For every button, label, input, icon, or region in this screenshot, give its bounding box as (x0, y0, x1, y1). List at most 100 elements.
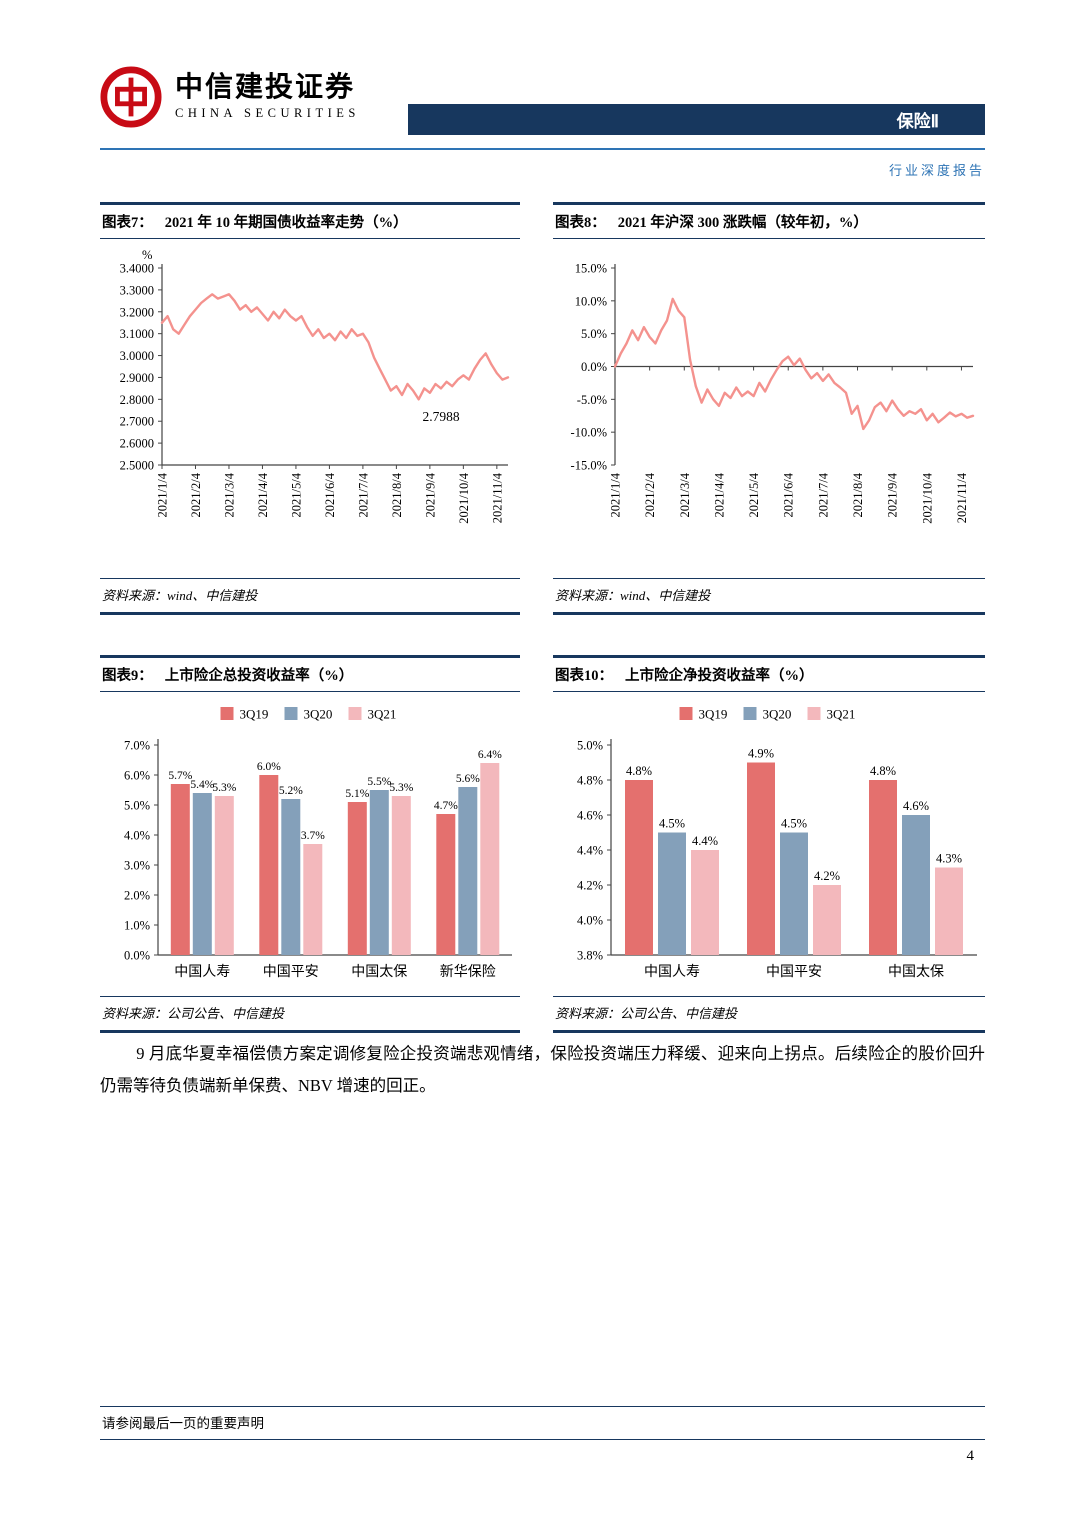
svg-text:3.7%: 3.7% (301, 830, 325, 842)
company-logo-icon (100, 66, 162, 128)
svg-text:7.0%: 7.0% (124, 739, 150, 753)
figure-10-source: 资料来源：公司公告、中信建投 (553, 996, 985, 1033)
svg-text:2021/11/4: 2021/11/4 (955, 472, 969, 523)
svg-text:3Q19: 3Q19 (240, 707, 269, 722)
svg-text:4.9%: 4.9% (748, 747, 774, 761)
svg-text:4.4%: 4.4% (577, 844, 603, 858)
svg-text:10.0%: 10.0% (575, 294, 607, 308)
svg-text:2.6000: 2.6000 (120, 437, 154, 451)
svg-text:5.7%: 5.7% (168, 770, 192, 782)
svg-text:2021/8/4: 2021/8/4 (851, 472, 865, 517)
page-header: 中信建投证券 CHINA SECURITIES 保险Ⅱ (100, 60, 985, 142)
svg-text:2.7000: 2.7000 (120, 415, 154, 429)
svg-text:中国人寿: 中国人寿 (174, 963, 230, 980)
svg-text:2.7988: 2.7988 (422, 409, 459, 424)
svg-text:2021/10/4: 2021/10/4 (920, 472, 934, 523)
category-label: 保险Ⅱ (896, 112, 939, 131)
svg-text:4.0%: 4.0% (124, 829, 150, 843)
svg-text:0.0%: 0.0% (124, 949, 150, 963)
figure-7-source: 资料来源：wind、中信建投 (100, 578, 520, 615)
net-investment-yield-bar-chart: 3Q19 3Q20 3Q21 3.8% 4.0% 4.2% 4.4% 4.6% 4.8% 5.0%… (553, 692, 985, 996)
svg-text:5.2%: 5.2% (279, 785, 303, 797)
figure-7-label: 图表7： (102, 215, 153, 231)
svg-text:5.1%: 5.1% (345, 788, 369, 800)
svg-text:1.0%: 1.0% (124, 919, 150, 933)
figure-9-caption: 上市险企总投资收益率（%） (164, 668, 354, 684)
svg-text:4.3%: 4.3% (936, 852, 962, 866)
hs300-change-line-chart: 15.0% 10.0% 5.0% 0.0% -5.0% -10.0% -15.0% 2021/… (553, 239, 985, 578)
svg-text:-5.0%: -5.0% (577, 393, 607, 407)
bond-yield-line-chart: % 3.4000 3.3000 3.2000 3.1000 3.0000 2.9000 2.8… (100, 239, 520, 578)
svg-text:5.0%: 5.0% (124, 799, 150, 813)
figure-7-caption: 2021 年 10 年期国债收益率走势（%） (164, 215, 408, 231)
svg-text:4.8%: 4.8% (577, 774, 603, 788)
svg-text:2021/11/4: 2021/11/4 (490, 472, 504, 523)
svg-text:4.8%: 4.8% (626, 764, 652, 778)
figure-8-caption: 2021 年沪深 300 涨跌幅（较年初，%） (617, 215, 868, 231)
page-number: 4 (966, 1448, 975, 1464)
figure-8-label: 图表8： (555, 215, 606, 231)
svg-text:2021/5/4: 2021/5/4 (289, 472, 303, 517)
svg-text:2021/3/4: 2021/3/4 (222, 472, 236, 517)
footer-disclaimer-band: 请参阅最后一页的重要声明 (100, 1406, 985, 1440)
svg-text:2.0%: 2.0% (124, 889, 150, 903)
svg-text:2021/9/4: 2021/9/4 (886, 472, 900, 517)
svg-text:4.5%: 4.5% (781, 817, 807, 831)
svg-text:新华保险: 新华保险 (440, 964, 496, 980)
svg-text:2021/7/4: 2021/7/4 (356, 472, 370, 517)
svg-text:2021/3/4: 2021/3/4 (678, 472, 692, 517)
svg-text:2021/5/4: 2021/5/4 (747, 472, 761, 517)
company-logo: 中信建投证券 CHINA SECURITIES (100, 66, 360, 128)
svg-text:3.0000: 3.0000 (120, 349, 154, 363)
svg-text:4.2%: 4.2% (577, 879, 603, 893)
figure-7-title: 图表7： 2021 年 10 年期国债收益率走势（%） (100, 202, 520, 239)
charts-grid: 图表7： 2021 年 10 年期国债收益率走势（%） % 3.4000 3.3000… (100, 202, 985, 1033)
svg-text:-10.0%: -10.0% (571, 426, 607, 440)
figure-10: 图表10： 上市险企净投资收益率（%） 3Q19 3Q20 3Q21 3.8% 4.0% 4… (553, 655, 985, 1033)
svg-text:3.3000: 3.3000 (120, 283, 154, 297)
svg-text:中国人寿: 中国人寿 (644, 963, 700, 980)
body-paragraph: 9 月底华夏幸福偿债方案定调修复险企投资端悲观情绪，保险投资端压力释缓、迎来向上… (100, 1044, 985, 1096)
svg-text:-15.0%: -15.0% (571, 459, 607, 473)
header-divider (100, 148, 985, 150)
svg-text:2021/4/4: 2021/4/4 (256, 472, 270, 517)
svg-text:4.0%: 4.0% (577, 914, 603, 928)
svg-text:3.1000: 3.1000 (120, 327, 154, 341)
svg-text:3Q20: 3Q20 (304, 707, 333, 722)
disclaimer-text: 请参阅最后一页的重要声明 (102, 1416, 264, 1431)
report-type-label: 行业深度报告 (888, 163, 985, 178)
svg-text:2021/10/4: 2021/10/4 (457, 472, 471, 523)
svg-text:5.3%: 5.3% (212, 782, 236, 794)
svg-text:5.6%: 5.6% (456, 773, 480, 785)
svg-text:3.8%: 3.8% (577, 949, 603, 963)
svg-text:6.0%: 6.0% (124, 769, 150, 783)
figure-8-title: 图表8： 2021 年沪深 300 涨跌幅（较年初，%） (553, 202, 985, 239)
svg-text:6.4%: 6.4% (478, 749, 502, 761)
company-name-cn: 中信建投证券 (175, 71, 356, 103)
figure-10-caption: 上市险企净投资收益率（%） (625, 668, 814, 684)
svg-text:2021/7/4: 2021/7/4 (816, 472, 830, 517)
svg-text:4.2%: 4.2% (814, 869, 840, 883)
svg-text:5.4%: 5.4% (190, 779, 214, 791)
svg-text:中国平安: 中国平安 (766, 964, 822, 980)
svg-text:中国太保: 中国太保 (888, 964, 944, 980)
figure-10-title: 图表10： 上市险企净投资收益率（%） (553, 655, 985, 692)
total-investment-yield-bar-chart: 3Q19 3Q20 3Q21 0.0% 1.0% 2.0% 3.0% 4.0% 5.0% 6.0%… (100, 692, 520, 996)
svg-text:0.0%: 0.0% (581, 360, 607, 374)
svg-text:4.5%: 4.5% (659, 817, 685, 831)
svg-text:中国平安: 中国平安 (263, 964, 319, 980)
svg-text:3Q19: 3Q19 (699, 707, 728, 722)
svg-text:2021/2/4: 2021/2/4 (643, 472, 657, 517)
company-name-en: CHINA SECURITIES (175, 106, 360, 121)
svg-text:5.0%: 5.0% (577, 739, 603, 753)
svg-text:2021/1/4: 2021/1/4 (156, 472, 170, 517)
svg-text:2021/4/4: 2021/4/4 (712, 472, 726, 517)
figure-9: 图表9： 上市险企总投资收益率（%） 3Q19 3Q20 3Q21 0.0% 1.0% 2.… (100, 655, 520, 1033)
svg-text:%: % (142, 248, 152, 262)
svg-text:4.6%: 4.6% (577, 809, 603, 823)
svg-text:3Q21: 3Q21 (368, 707, 397, 722)
svg-text:2.5000: 2.5000 (120, 459, 154, 473)
svg-text:2021/8/4: 2021/8/4 (390, 472, 404, 517)
svg-text:15.0%: 15.0% (575, 262, 607, 276)
